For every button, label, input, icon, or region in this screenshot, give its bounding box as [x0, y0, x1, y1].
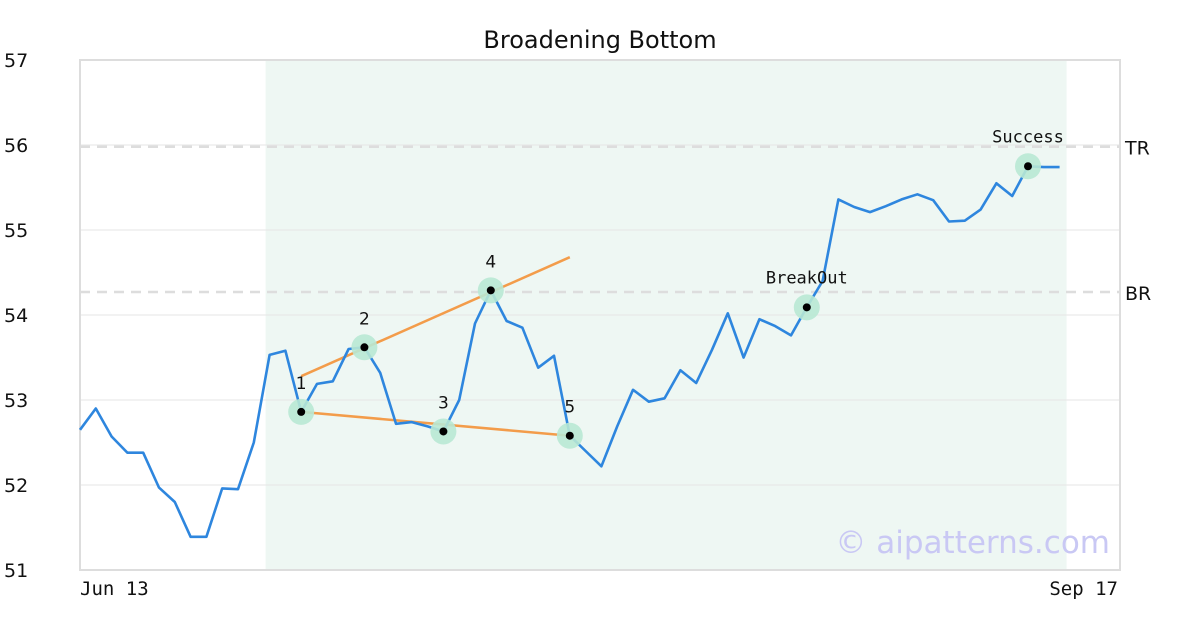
marker-dot [439, 427, 448, 436]
marker-dot [297, 407, 306, 416]
y-tick-label: 52 [4, 475, 28, 497]
y-tick-label: 54 [4, 305, 28, 327]
y-axis-ticks: 51 52 53 54 55 56 57 [4, 50, 28, 582]
point-label: 3 [438, 393, 449, 413]
point-label: Success [992, 127, 1064, 147]
pattern-points: 1 2 3 4 5 BreakOut Success [288, 127, 1064, 449]
point-label: 5 [564, 398, 575, 418]
point-label: 1 [296, 374, 307, 394]
x-tick-start: Jun 13 [80, 578, 149, 600]
y-tick-label: 55 [4, 220, 28, 242]
marker-dot [802, 303, 811, 312]
x-tick-end: Sep 17 [1049, 578, 1118, 600]
level-label: BR [1125, 283, 1151, 305]
y-tick-label: 51 [4, 560, 28, 582]
level-label: TR [1124, 138, 1150, 160]
y-tick-label: 53 [4, 390, 28, 412]
plot-frame [79, 59, 1121, 571]
point-label: 4 [485, 252, 496, 272]
point-label: BreakOut [766, 268, 848, 288]
marker-dot [360, 343, 369, 352]
watermark: © aipatterns.com [835, 525, 1110, 561]
marker-dot [486, 286, 495, 295]
y-tick-label: 56 [4, 135, 28, 157]
grid-lines [80, 144, 1120, 486]
y-tick-label: 57 [4, 50, 28, 72]
chart-title: Broadening Bottom [483, 26, 716, 54]
marker-dot [1024, 162, 1032, 171]
marker-dot [565, 431, 574, 440]
level-lines: TR BR [80, 138, 1151, 305]
point-label: 2 [359, 309, 370, 329]
